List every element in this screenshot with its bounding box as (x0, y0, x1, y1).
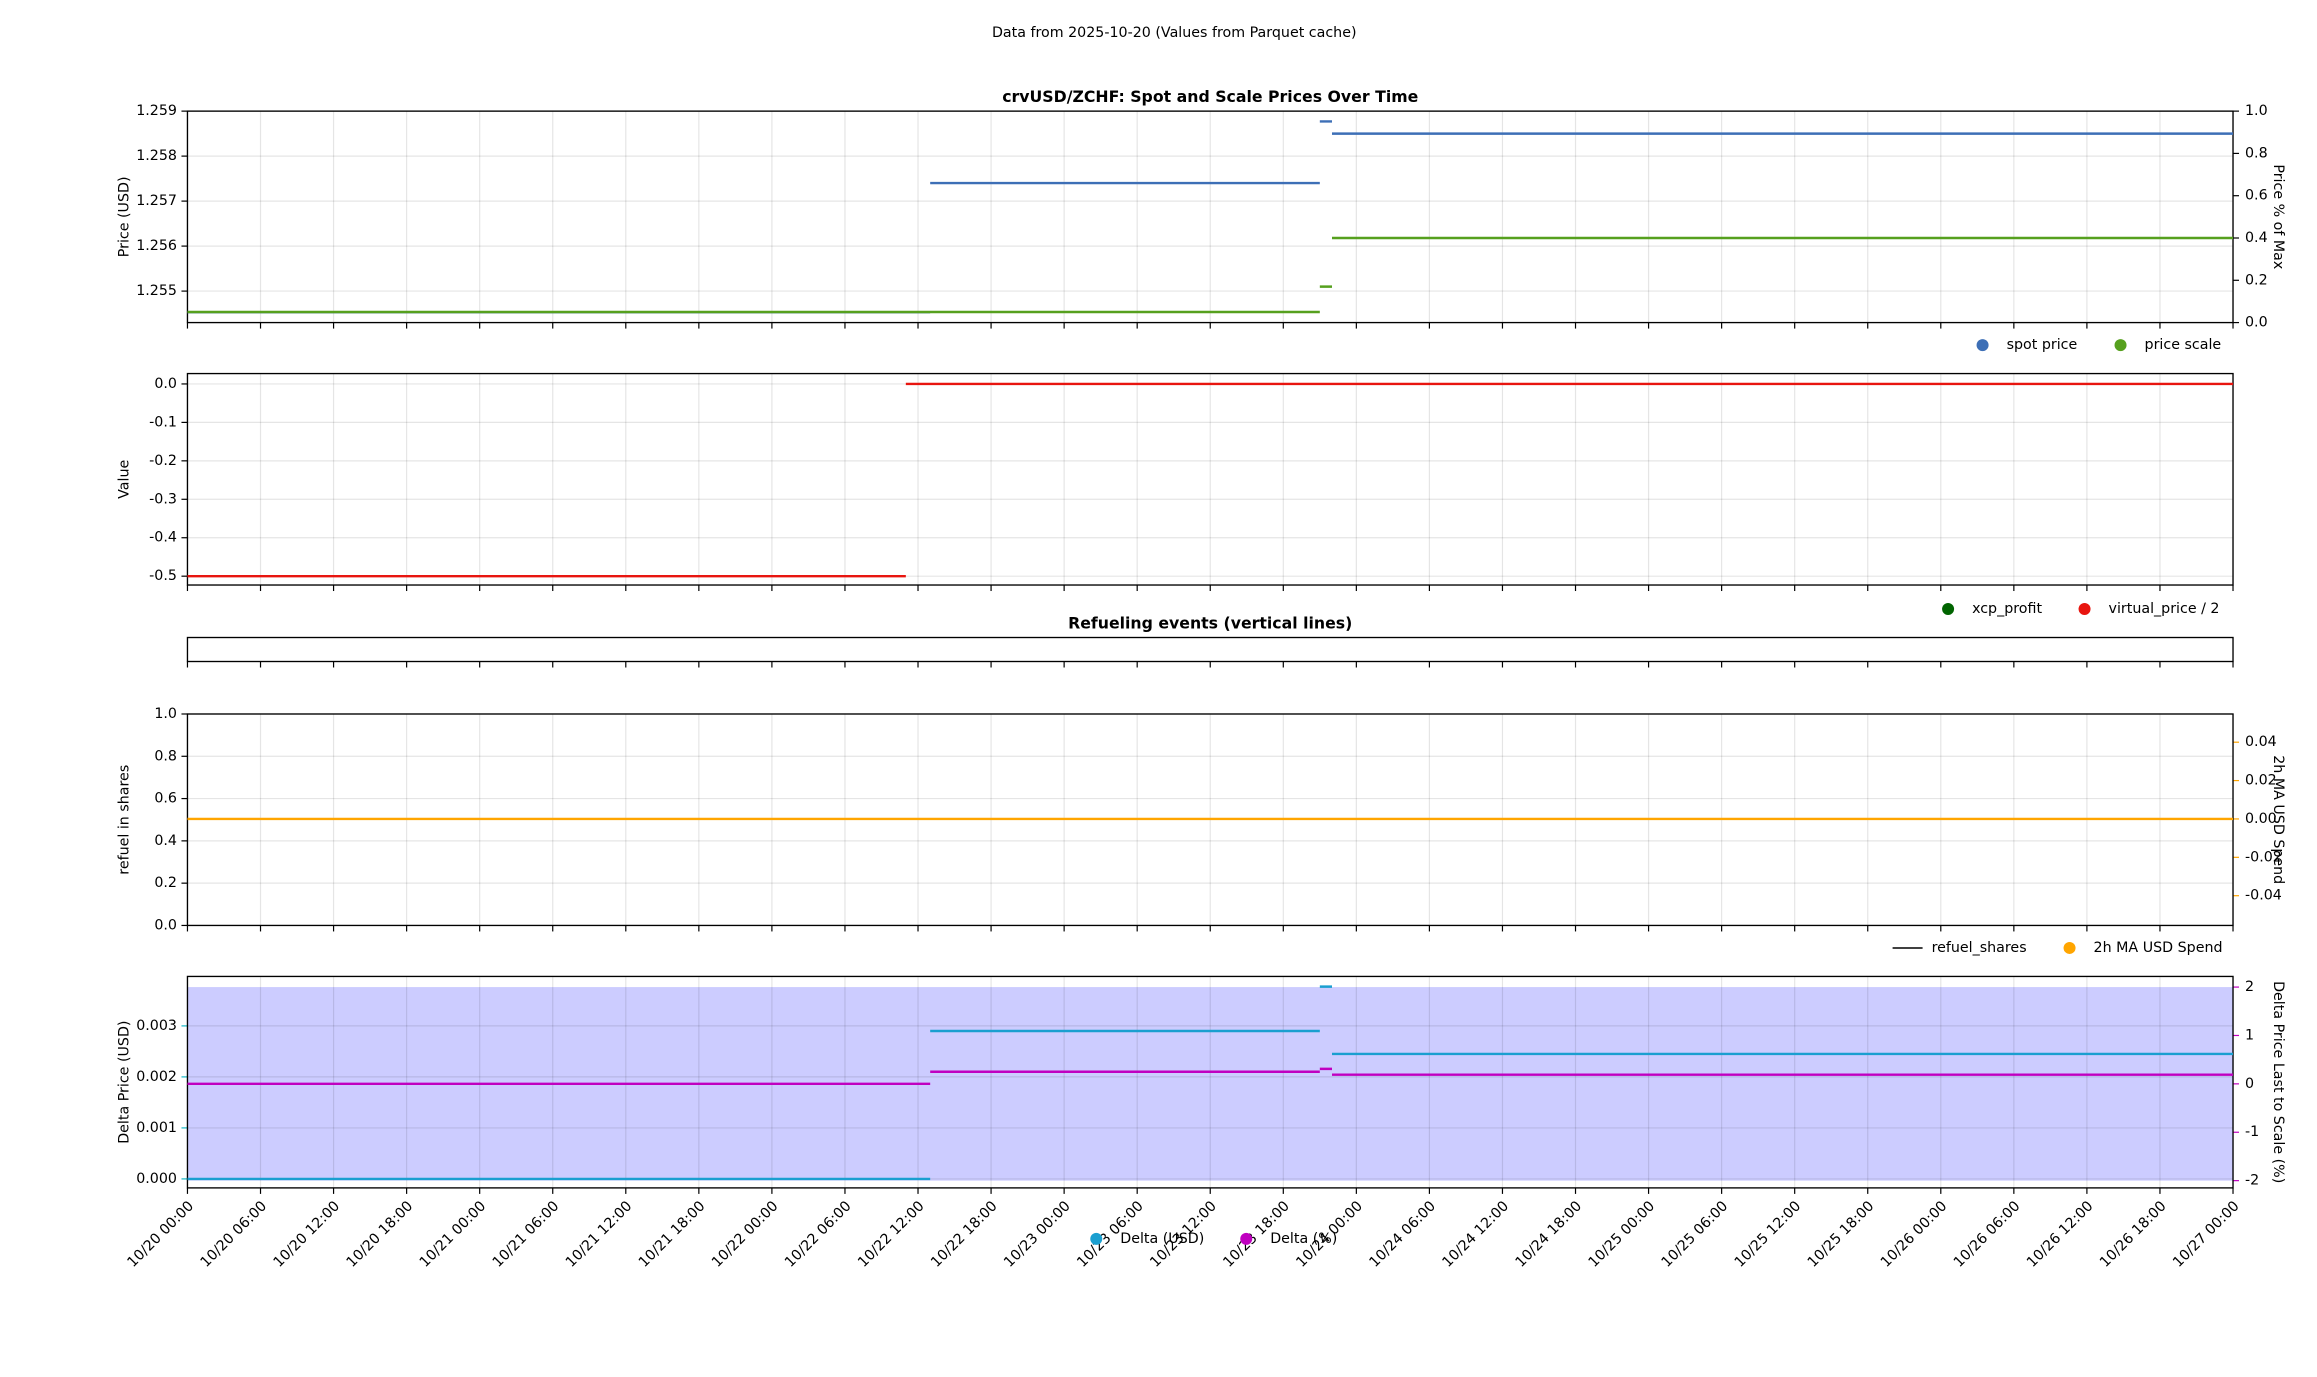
legend-marker (2063, 941, 2076, 954)
y-tick-label: 0.000 (136, 1171, 177, 1187)
legend-label: refuel_shares (1932, 940, 2027, 956)
y-tick-label: 1.256 (136, 238, 177, 254)
legend-label: xcp_profit (1972, 601, 2042, 617)
y2-tick-label: 0.02 (2245, 773, 2277, 789)
legend-label: Delta (%) (1270, 1231, 1337, 1247)
y2-tick-label: -0.04 (2245, 888, 2282, 904)
y-tick-label: 0.0 (154, 376, 177, 392)
y-axis-label: refuel in shares (116, 765, 132, 875)
y-tick-label: -0.1 (149, 414, 177, 430)
legend-marker (1240, 1232, 1253, 1245)
y2-tick-label: 1.0 (2245, 103, 2268, 119)
series-line (187, 985, 2234, 1181)
y-tick-label: -0.4 (149, 530, 177, 546)
axes-frame (186, 110, 2234, 324)
axes-title: Refueling events (vertical lines) (1068, 614, 1352, 633)
y2-tick-label: 0.0 (2245, 315, 2268, 331)
y-tick-label: 1.0 (154, 706, 177, 722)
y2-tick-label: 0.8 (2245, 145, 2268, 161)
axes-frame (186, 636, 2234, 663)
y2-axis-label: Price % of Max (2270, 164, 2286, 269)
legend-marker (1976, 339, 1989, 352)
series-line (187, 1067, 2234, 1086)
y-tick-label: 0.6 (154, 791, 177, 807)
series-line (187, 236, 2234, 314)
axes-frame (186, 372, 2234, 586)
legend-label: spot price (2007, 337, 2078, 353)
y2-tick-label: -1 (2245, 1124, 2259, 1140)
y-tick-label: 0.003 (136, 1018, 177, 1034)
y-tick-label: 0.2 (154, 875, 177, 891)
axes-title: crvUSD/ZCHF: Spot and Scale Prices Over … (1002, 87, 1418, 106)
legend-marker (2114, 339, 2127, 352)
legend-marker (1090, 1232, 1103, 1245)
y-tick-label: 0.8 (154, 748, 177, 764)
axes-frame (186, 975, 2234, 1189)
legend-label: price scale (2145, 337, 2222, 353)
y-axis-label: Price (USD) (116, 176, 132, 257)
legend-marker (1942, 603, 1955, 616)
y-tick-label: -0.2 (149, 453, 177, 469)
y2-tick-label: 1 (2245, 1027, 2254, 1043)
y-tick-label: 0.4 (154, 833, 177, 849)
y-tick-label: -0.3 (149, 491, 177, 507)
suptitle: Data from 2025-10-20 (Values from Parque… (992, 25, 1357, 41)
y2-tick-label: -2 (2245, 1173, 2259, 1189)
y-tick-label: 0.0 (154, 917, 177, 933)
y-tick-label: 0.002 (136, 1069, 177, 1085)
legend-marker (2078, 603, 2091, 616)
y-tick-label: 1.258 (136, 148, 177, 164)
legend-label: virtual_price / 2 (2109, 601, 2220, 617)
y-axis-label: Value (116, 460, 132, 499)
y2-axis-label: 2h MA USD Spend (2270, 755, 2286, 884)
y-tick-label: 1.257 (136, 193, 177, 209)
y2-axis-label: Delta Price Last to Scale (%) (2270, 981, 2286, 1183)
y2-tick-label: 0.04 (2245, 734, 2277, 750)
y2-tick-label: 0.6 (2245, 188, 2268, 204)
y-axis-label: Delta Price (USD) (116, 1021, 132, 1144)
y-tick-label: -0.5 (149, 568, 177, 584)
y2-tick-label: -0.02 (2245, 849, 2282, 865)
y-tick-label: 1.255 (136, 283, 177, 299)
legend-label: 2h MA USD Spend (2094, 940, 2223, 956)
y2-tick-label: 0 (2245, 1076, 2254, 1092)
series-line (187, 382, 2234, 578)
y2-tick-label: 0.4 (2245, 230, 2268, 246)
y-tick-label: 0.001 (136, 1120, 177, 1136)
y2-tick-label: 2 (2245, 979, 2254, 995)
y-tick-label: 1.259 (136, 103, 177, 119)
y2-tick-label: 0.00 (2245, 811, 2277, 827)
y2-tick-label: 0.2 (2245, 272, 2268, 288)
legend-label: Delta (USD) (1120, 1231, 1204, 1247)
